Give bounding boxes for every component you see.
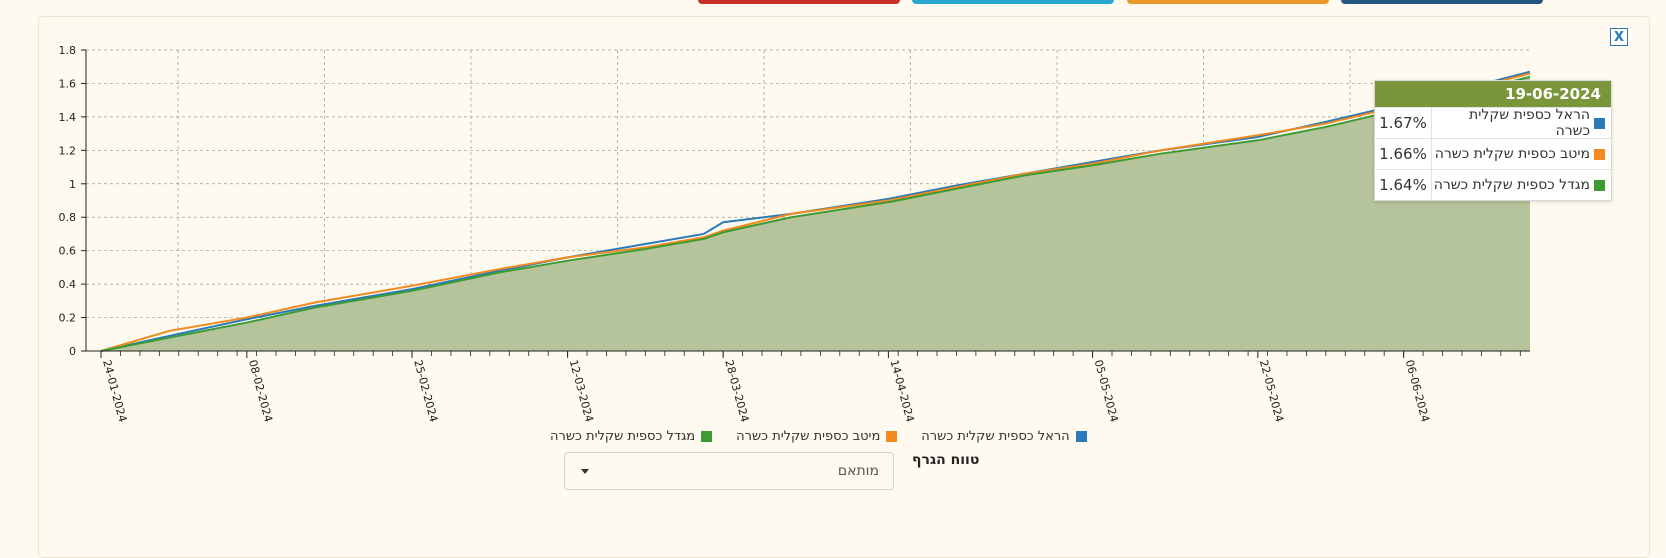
x-tick-label: 25-02-2024 — [411, 358, 440, 423]
y-tick-label: 0.2 — [59, 312, 77, 325]
top-button-3[interactable] — [1127, 0, 1329, 4]
y-tick-label: 1.2 — [59, 144, 77, 157]
top-button-4[interactable] — [1341, 0, 1543, 4]
tooltip-series-label: הראל כספית שקלית כשרה — [1469, 107, 1590, 139]
legend-swatch-icon — [701, 430, 713, 442]
legend-swatch-icon — [1075, 430, 1087, 442]
chart-legend: הראל כספית שקלית כשרה מיטב כספית שקלית כ… — [550, 428, 1087, 444]
tooltip-series-name: מגדל כספית שקלית כשרה — [1432, 177, 1611, 193]
x-tick-label: 06-06-2024 — [1403, 358, 1432, 423]
legend-label: מגדל כספית שקלית כשרה — [550, 428, 696, 444]
tooltip-row: 1.67% הראל כספית שקלית כשרה — [1375, 107, 1611, 139]
x-tick-label: 14-04-2024 — [888, 358, 917, 423]
x-tick-label: 12-03-2024 — [567, 358, 596, 423]
top-button-1[interactable] — [698, 0, 900, 4]
y-tick-label: 0.8 — [59, 211, 77, 224]
swatch-icon — [1594, 179, 1605, 191]
tooltip-value: 1.66% — [1375, 139, 1432, 169]
tooltip-series-label: מיטב כספית שקלית כשרה — [1434, 146, 1590, 162]
range-select[interactable]: מותאם — [564, 452, 894, 490]
x-tick-label: 28-03-2024 — [722, 358, 751, 423]
y-tick-label: 1.6 — [59, 77, 77, 90]
chart-tooltip: 19-06-2024 1.67% הראל כספית שקלית כשרה 1… — [1374, 80, 1612, 201]
chart-svg: 0 0.2 0.4 0.6 0.8 1 1.2 1.4 1.6 1.8 24-01-2024 08-0… — [59, 44, 1531, 424]
y-tick-label: 1 — [69, 178, 76, 191]
range-select-value: מותאם — [837, 463, 879, 479]
tooltip-series-name: הראל כספית שקלית כשרה — [1432, 107, 1611, 139]
legend-item[interactable]: מגדל כספית שקלית כשרה — [550, 428, 713, 444]
legend-label: מיטב כספית שקלית כשרה — [736, 428, 881, 444]
x-tick-label: 24-01-2024 — [100, 358, 129, 423]
legend-item[interactable]: מיטב כספית שקלית כשרה — [736, 428, 898, 444]
tooltip-series-label: מגדל כספית שקלית כשרה — [1433, 177, 1590, 193]
top-button-2[interactable] — [912, 0, 1114, 4]
legend-label: הראל כספית שקלית כשרה — [921, 428, 1070, 444]
tooltip-value: 1.67% — [1375, 108, 1432, 138]
y-tick-label: 1.4 — [59, 111, 77, 124]
legend-swatch-icon — [886, 430, 898, 442]
range-label: טווח הגרף — [912, 452, 980, 468]
y-tick-label: 1.8 — [59, 44, 77, 57]
y-tick-label: 0 — [69, 345, 76, 358]
tooltip-row: 1.64% מגדל כספית שקלית כשרה — [1375, 169, 1611, 200]
y-tick-label: 0.4 — [59, 278, 77, 291]
x-tick-label: 22-05-2024 — [1257, 358, 1286, 423]
tooltip-value: 1.64% — [1375, 170, 1432, 200]
caret-down-icon — [581, 469, 589, 474]
y-tick-label: 0.6 — [59, 245, 77, 258]
swatch-icon — [1594, 148, 1605, 160]
series-line — [100, 72, 1531, 352]
x-tick-label: 08-02-2024 — [246, 358, 275, 423]
series-line — [100, 75, 1531, 352]
close-button[interactable]: X — [1610, 28, 1628, 46]
swatch-icon — [1594, 117, 1605, 129]
tooltip-series-name: מיטב כספית שקלית כשרה — [1432, 146, 1611, 162]
x-tick-label: 05-05-2024 — [1092, 358, 1121, 423]
tooltip-row: 1.66% מיטב כספית שקלית כשרה — [1375, 138, 1611, 169]
legend-item[interactable]: הראל כספית שקלית כשרה — [921, 428, 1087, 444]
tooltip-date: 19-06-2024 — [1375, 81, 1611, 107]
